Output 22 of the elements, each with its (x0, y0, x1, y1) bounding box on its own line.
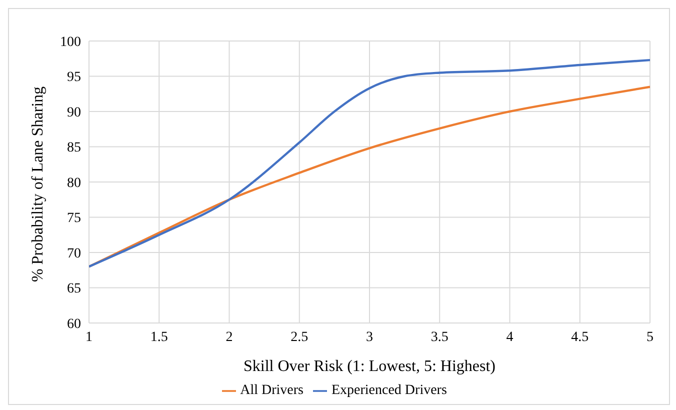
x-tick-label: 3 (366, 330, 373, 345)
y-tick-label: 80 (67, 176, 81, 191)
legend-label: All Drivers (240, 383, 304, 398)
x-tick-label: 2.5 (290, 330, 308, 345)
x-tick-label: 5 (646, 330, 654, 345)
x-tick-label: 2 (226, 330, 233, 345)
x-tick-label: 1 (86, 330, 92, 345)
y-tick-label: 75 (67, 211, 81, 226)
x-tick-label: 1.5 (150, 330, 168, 345)
legend-label: Experienced Drivers (331, 383, 447, 398)
y-tick-label: 60 (67, 316, 81, 332)
x-tick-label: 4.5 (571, 330, 589, 345)
y-tick-label: 100 (60, 34, 81, 50)
y-tick-label: 70 (67, 246, 81, 262)
y-tick-label: 90 (67, 105, 81, 120)
x-tick-label: 4 (506, 330, 514, 345)
x-tick-label: 3.5 (430, 330, 448, 345)
y-tick-label: 65 (67, 282, 81, 297)
y-tick-label: 95 (67, 70, 81, 86)
x-axis-title: Skill Over Risk (1: Lowest, 5: Highest) (244, 358, 496, 375)
y-axis-title: % Probability of Lane Sharing (30, 86, 47, 282)
y-tick-label: 85 (67, 140, 81, 156)
